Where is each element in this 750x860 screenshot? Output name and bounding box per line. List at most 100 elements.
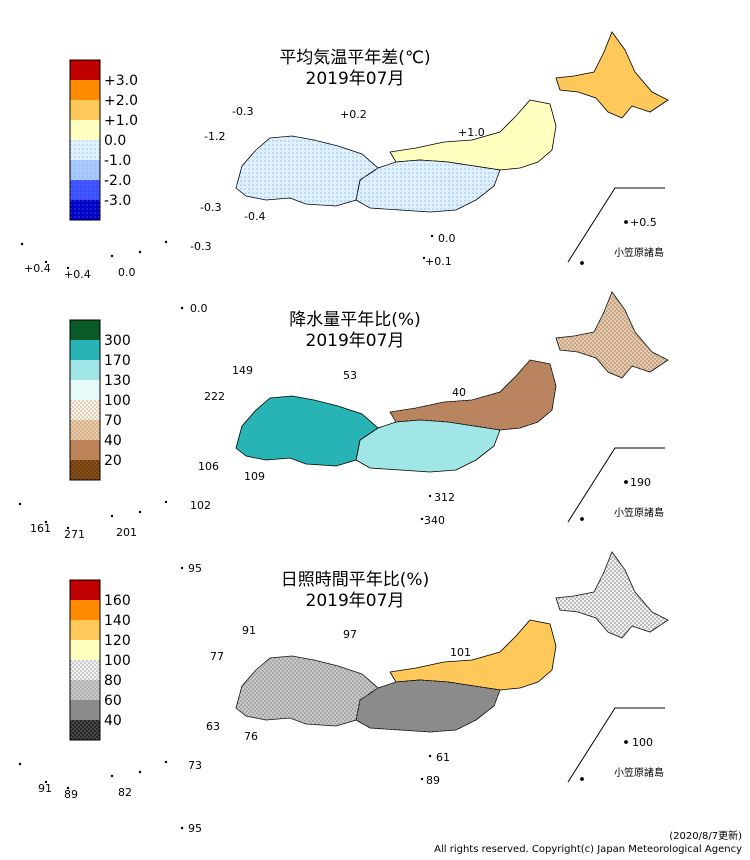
value-label: 340: [424, 514, 445, 527]
legend-label: 300: [104, 333, 131, 349]
japan-map: [235, 31, 669, 213]
legend-label: -3.0: [104, 193, 131, 209]
legend-label: 130: [104, 373, 131, 389]
sunshine-panel: 日照時間平年比(%) 2019年07月 160 140 120 100 80 6…: [38, 551, 669, 835]
panel-subtitle: 2019年07月: [306, 591, 405, 611]
value-label: 61: [436, 751, 450, 764]
precipitation-legend: 300 170 130 100 70 40 20: [69, 319, 131, 481]
legend-swatch: [70, 100, 100, 120]
value-label: -1.2: [204, 130, 225, 143]
legend-label: +2.0: [104, 93, 138, 109]
value-label: -0.3: [200, 201, 221, 214]
panel-title: 平均気温平年差(℃): [279, 48, 430, 68]
value-label: 97: [343, 628, 357, 641]
temperature-legend: +3.0 +2.0 +1.0 0.0 -1.0 -2.0 -3.0: [69, 59, 138, 221]
value-label: 102: [190, 499, 211, 512]
value-label: 82: [118, 786, 132, 799]
tohoku-region: [389, 619, 557, 691]
update-date: (2020/8/7更新): [669, 831, 742, 842]
value-label: 0.0: [190, 302, 208, 315]
value-label: 271: [64, 528, 85, 541]
ogasawara-inset: [567, 707, 665, 783]
panel-title: 日照時間平年比(%): [281, 570, 429, 590]
value-label: 101: [450, 646, 471, 659]
panel-title: 降水量平年比(%): [289, 310, 420, 330]
legend-swatch: [70, 80, 100, 100]
legend-label: +1.0: [104, 113, 138, 129]
footer: (2020/8/7更新) All rights reserved. Copyri…: [434, 830, 742, 856]
legend-swatch: [70, 600, 100, 620]
value-label: 106: [198, 460, 219, 473]
legend-label: 0.0: [104, 133, 126, 149]
value-label: 190: [630, 476, 651, 489]
value-label: 0.0: [118, 266, 136, 279]
panel-subtitle: 2019年07月: [306, 69, 405, 89]
legend-swatch: [70, 60, 100, 80]
legend-label: 100: [104, 393, 131, 409]
legend-label: 160: [104, 593, 131, 609]
value-label: 63: [206, 720, 220, 733]
value-label: 89: [426, 774, 440, 787]
ogasawara-label: 小笠原諸島: [614, 246, 664, 259]
value-label: 40: [452, 386, 466, 399]
legend-label: 80: [104, 673, 122, 689]
value-label: -0.3: [232, 105, 253, 118]
hokkaido-region: [555, 31, 669, 119]
value-label: +0.5: [630, 216, 657, 229]
island-dots: [18, 234, 434, 830]
west-japan-region: [235, 395, 379, 467]
value-label: 201: [116, 526, 137, 539]
value-label: +0.4: [24, 262, 51, 275]
ogasawara-inset: [567, 187, 665, 265]
value-label: +0.4: [64, 268, 91, 281]
legend-label: +3.0: [104, 73, 138, 89]
legend-swatch: [70, 580, 100, 600]
legend-label: 140: [104, 613, 131, 629]
legend-swatch: [70, 120, 100, 140]
legend-label: 120: [104, 633, 131, 649]
legend-swatch: [70, 620, 100, 640]
ogasawara-inset: [567, 447, 665, 523]
value-label: +0.1: [425, 255, 452, 268]
value-label: 91: [38, 782, 52, 795]
japan-map: [235, 291, 669, 473]
legend-label: -1.0: [104, 153, 131, 169]
value-label: 222: [204, 390, 225, 403]
value-label: -0.4: [244, 210, 265, 223]
value-label: 149: [232, 364, 253, 377]
ogasawara-label: 小笠原諸島: [614, 506, 664, 519]
legend-label: -2.0: [104, 173, 131, 189]
copyright: All rights reserved. Copyright(c) Japan …: [434, 844, 742, 855]
legend-label: 20: [104, 453, 122, 469]
panel-subtitle: 2019年07月: [306, 331, 405, 351]
value-label: +1.0: [458, 126, 485, 139]
ogasawara-label: 小笠原諸島: [614, 766, 664, 779]
value-label: 100: [632, 736, 653, 749]
value-label: 95: [188, 822, 202, 835]
value-label: 312: [434, 491, 455, 504]
value-label: -0.3: [190, 240, 211, 253]
legend-label: 40: [104, 433, 122, 449]
value-label: 91: [242, 624, 256, 637]
value-label: 73: [188, 759, 202, 772]
value-label: 109: [244, 470, 265, 483]
value-label: 53: [343, 369, 357, 382]
japan-map: [235, 551, 669, 733]
legend-swatch: [70, 320, 100, 340]
legend-swatch: [70, 340, 100, 360]
legend-swatch: [70, 360, 100, 380]
sunshine-legend: 160 140 120 100 80 60 40: [69, 579, 131, 741]
legend-label: 170: [104, 353, 131, 369]
value-label: +0.2: [340, 108, 367, 121]
value-label: 89: [64, 788, 78, 801]
legend-label: 40: [104, 713, 122, 729]
value-label: 95: [188, 562, 202, 575]
value-label: 0.0: [438, 232, 456, 245]
legend-label: 70: [104, 413, 122, 429]
legend-label: 60: [104, 693, 122, 709]
legend-swatch: [70, 640, 100, 660]
value-label: 77: [210, 650, 224, 663]
legend-label: 100: [104, 653, 131, 669]
value-label: 76: [244, 730, 258, 743]
